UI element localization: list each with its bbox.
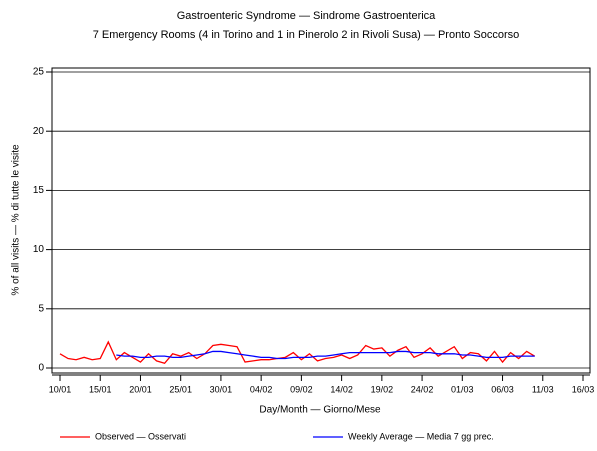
x-tick-label: 15/01 bbox=[89, 384, 112, 394]
plot-frame bbox=[51, 67, 591, 374]
chart-title: Gastroenteric Syndrome — Sindrome Gastro… bbox=[177, 10, 436, 22]
x-tick-label: 11/03 bbox=[532, 384, 554, 394]
x-tick-label: 25/01 bbox=[169, 384, 192, 394]
x-tick-label: 04/02 bbox=[250, 384, 273, 394]
x-tick-label: 01/03 bbox=[451, 384, 474, 394]
legend-label: Observed — Osservati bbox=[95, 431, 186, 441]
x-axis-label: Day/Month — Giorno/Mese bbox=[259, 405, 381, 416]
x-tick-label: 20/01 bbox=[129, 384, 152, 394]
data-line bbox=[116, 350, 535, 360]
x-tick-label: 10/01 bbox=[49, 384, 72, 394]
x-tick-label: 06/03 bbox=[491, 384, 514, 394]
x-tick-label: 09/02 bbox=[290, 384, 313, 394]
y-tick-label: 5 bbox=[38, 303, 44, 314]
y-tick-label: 20 bbox=[33, 126, 45, 137]
y-tick-label: 15 bbox=[33, 185, 45, 196]
y-tick-label: 10 bbox=[33, 244, 45, 255]
y-tick-label: 0 bbox=[38, 363, 44, 374]
x-tick-label: 14/02 bbox=[330, 384, 353, 394]
x-tick-label: 30/01 bbox=[210, 384, 233, 394]
y-axis-label: % of all visits — % di tutte le visite bbox=[11, 144, 22, 296]
data-line bbox=[59, 340, 536, 365]
x-tick-label: 16/03 bbox=[572, 384, 595, 394]
x-tick-label: 19/02 bbox=[371, 384, 394, 394]
legend-label: Weekly Average — Media 7 gg prec. bbox=[348, 431, 494, 441]
chart-subtitle: 7 Emergency Rooms (4 in Torino and 1 in … bbox=[93, 29, 520, 41]
x-tick-label: 24/02 bbox=[411, 384, 434, 394]
y-tick-label: 25 bbox=[33, 67, 45, 78]
